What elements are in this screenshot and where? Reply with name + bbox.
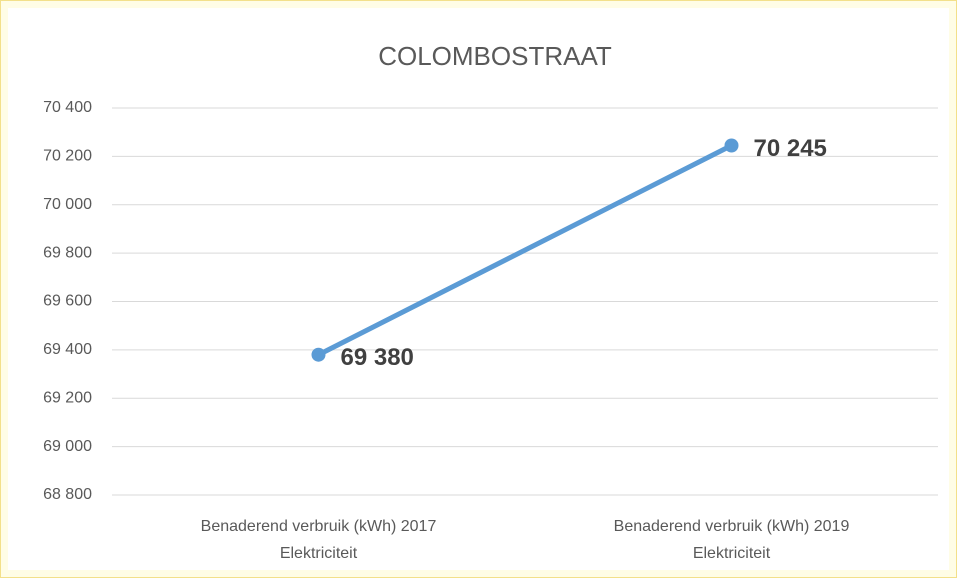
point (724, 138, 739, 153)
y-tick-label: 70 200 (43, 148, 92, 165)
x-tick-label: Elektriciteit (280, 545, 358, 562)
x-tick-label: Elektriciteit (693, 545, 771, 562)
x-tick-label: Benaderend verbruik (kWh) 2019 (614, 518, 850, 535)
y-tick-label: 69 600 (43, 293, 92, 310)
y-tick-label: 69 000 (43, 438, 92, 455)
y-tick-label: 69 400 (43, 341, 92, 358)
chart-area (8, 8, 949, 570)
line (316, 142, 734, 358)
y-tick-label: 69 800 (43, 244, 92, 261)
x-tick-label: Benaderend verbruik (kWh) 2017 (201, 518, 437, 535)
chart-title: COLOMBOSTRAAT (378, 41, 612, 71)
data-label: 70 245 (754, 135, 827, 162)
y-tick-label: 69 200 (43, 389, 92, 406)
y-tick-label: 68 800 (43, 486, 92, 503)
y-tick-label: 70 400 (43, 99, 92, 116)
y-tick-label: 70 000 (43, 196, 92, 213)
data-label: 69 380 (341, 344, 414, 371)
point (311, 347, 326, 362)
